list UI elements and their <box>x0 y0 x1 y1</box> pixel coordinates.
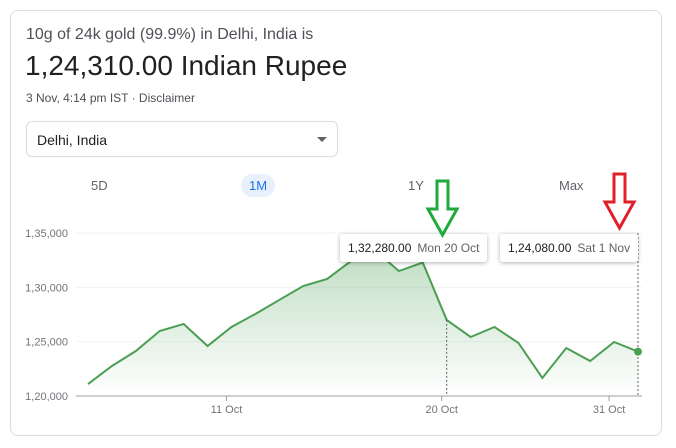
y-tick-label: 1,30,000 <box>25 282 68 294</box>
chevron-down-icon <box>317 137 327 142</box>
tooltip-20-oct: 1,32,280.00 Mon 20 Oct <box>340 234 488 262</box>
timestamp-disclaimer: 3 Nov, 4:14 pm IST · Disclaimer <box>26 91 195 105</box>
area-fill <box>88 250 638 396</box>
x-tick-label: 31 Oct <box>593 404 625 416</box>
tab-5d[interactable]: 5D <box>91 178 108 193</box>
tab-max[interactable]: Max <box>559 178 584 193</box>
tooltip-date: Sat 1 Nov <box>577 241 631 255</box>
x-tick-label: 20 Oct <box>425 404 457 416</box>
x-tick-label: 11 Oct <box>211 404 243 416</box>
y-tick-label: 1,35,000 <box>25 228 68 240</box>
tooltip-value: 1,32,280.00 <box>348 241 412 255</box>
gold-price-card <box>10 10 662 436</box>
location-value: Delhi, India <box>37 132 108 148</box>
tooltip-date: Mon 20 Oct <box>417 241 480 255</box>
tab-1m[interactable]: 1M <box>241 174 276 197</box>
tab-1y[interactable]: 1Y <box>408 178 424 193</box>
tooltip-1-nov: 1,24,080.00 Sat 1 Nov <box>500 234 639 262</box>
tooltip-value: 1,24,080.00 <box>508 241 572 255</box>
location-select[interactable]: Delhi, India <box>26 121 338 157</box>
price: 1,24,310.00 Indian Rupee <box>25 50 348 81</box>
y-tick-label: 1,25,000 <box>25 337 68 349</box>
subtitle: 10g of 24k gold (99.9%) in Delhi, India … <box>26 26 314 43</box>
current-point <box>634 347 642 356</box>
y-tick-label: 1,20,000 <box>25 391 68 403</box>
